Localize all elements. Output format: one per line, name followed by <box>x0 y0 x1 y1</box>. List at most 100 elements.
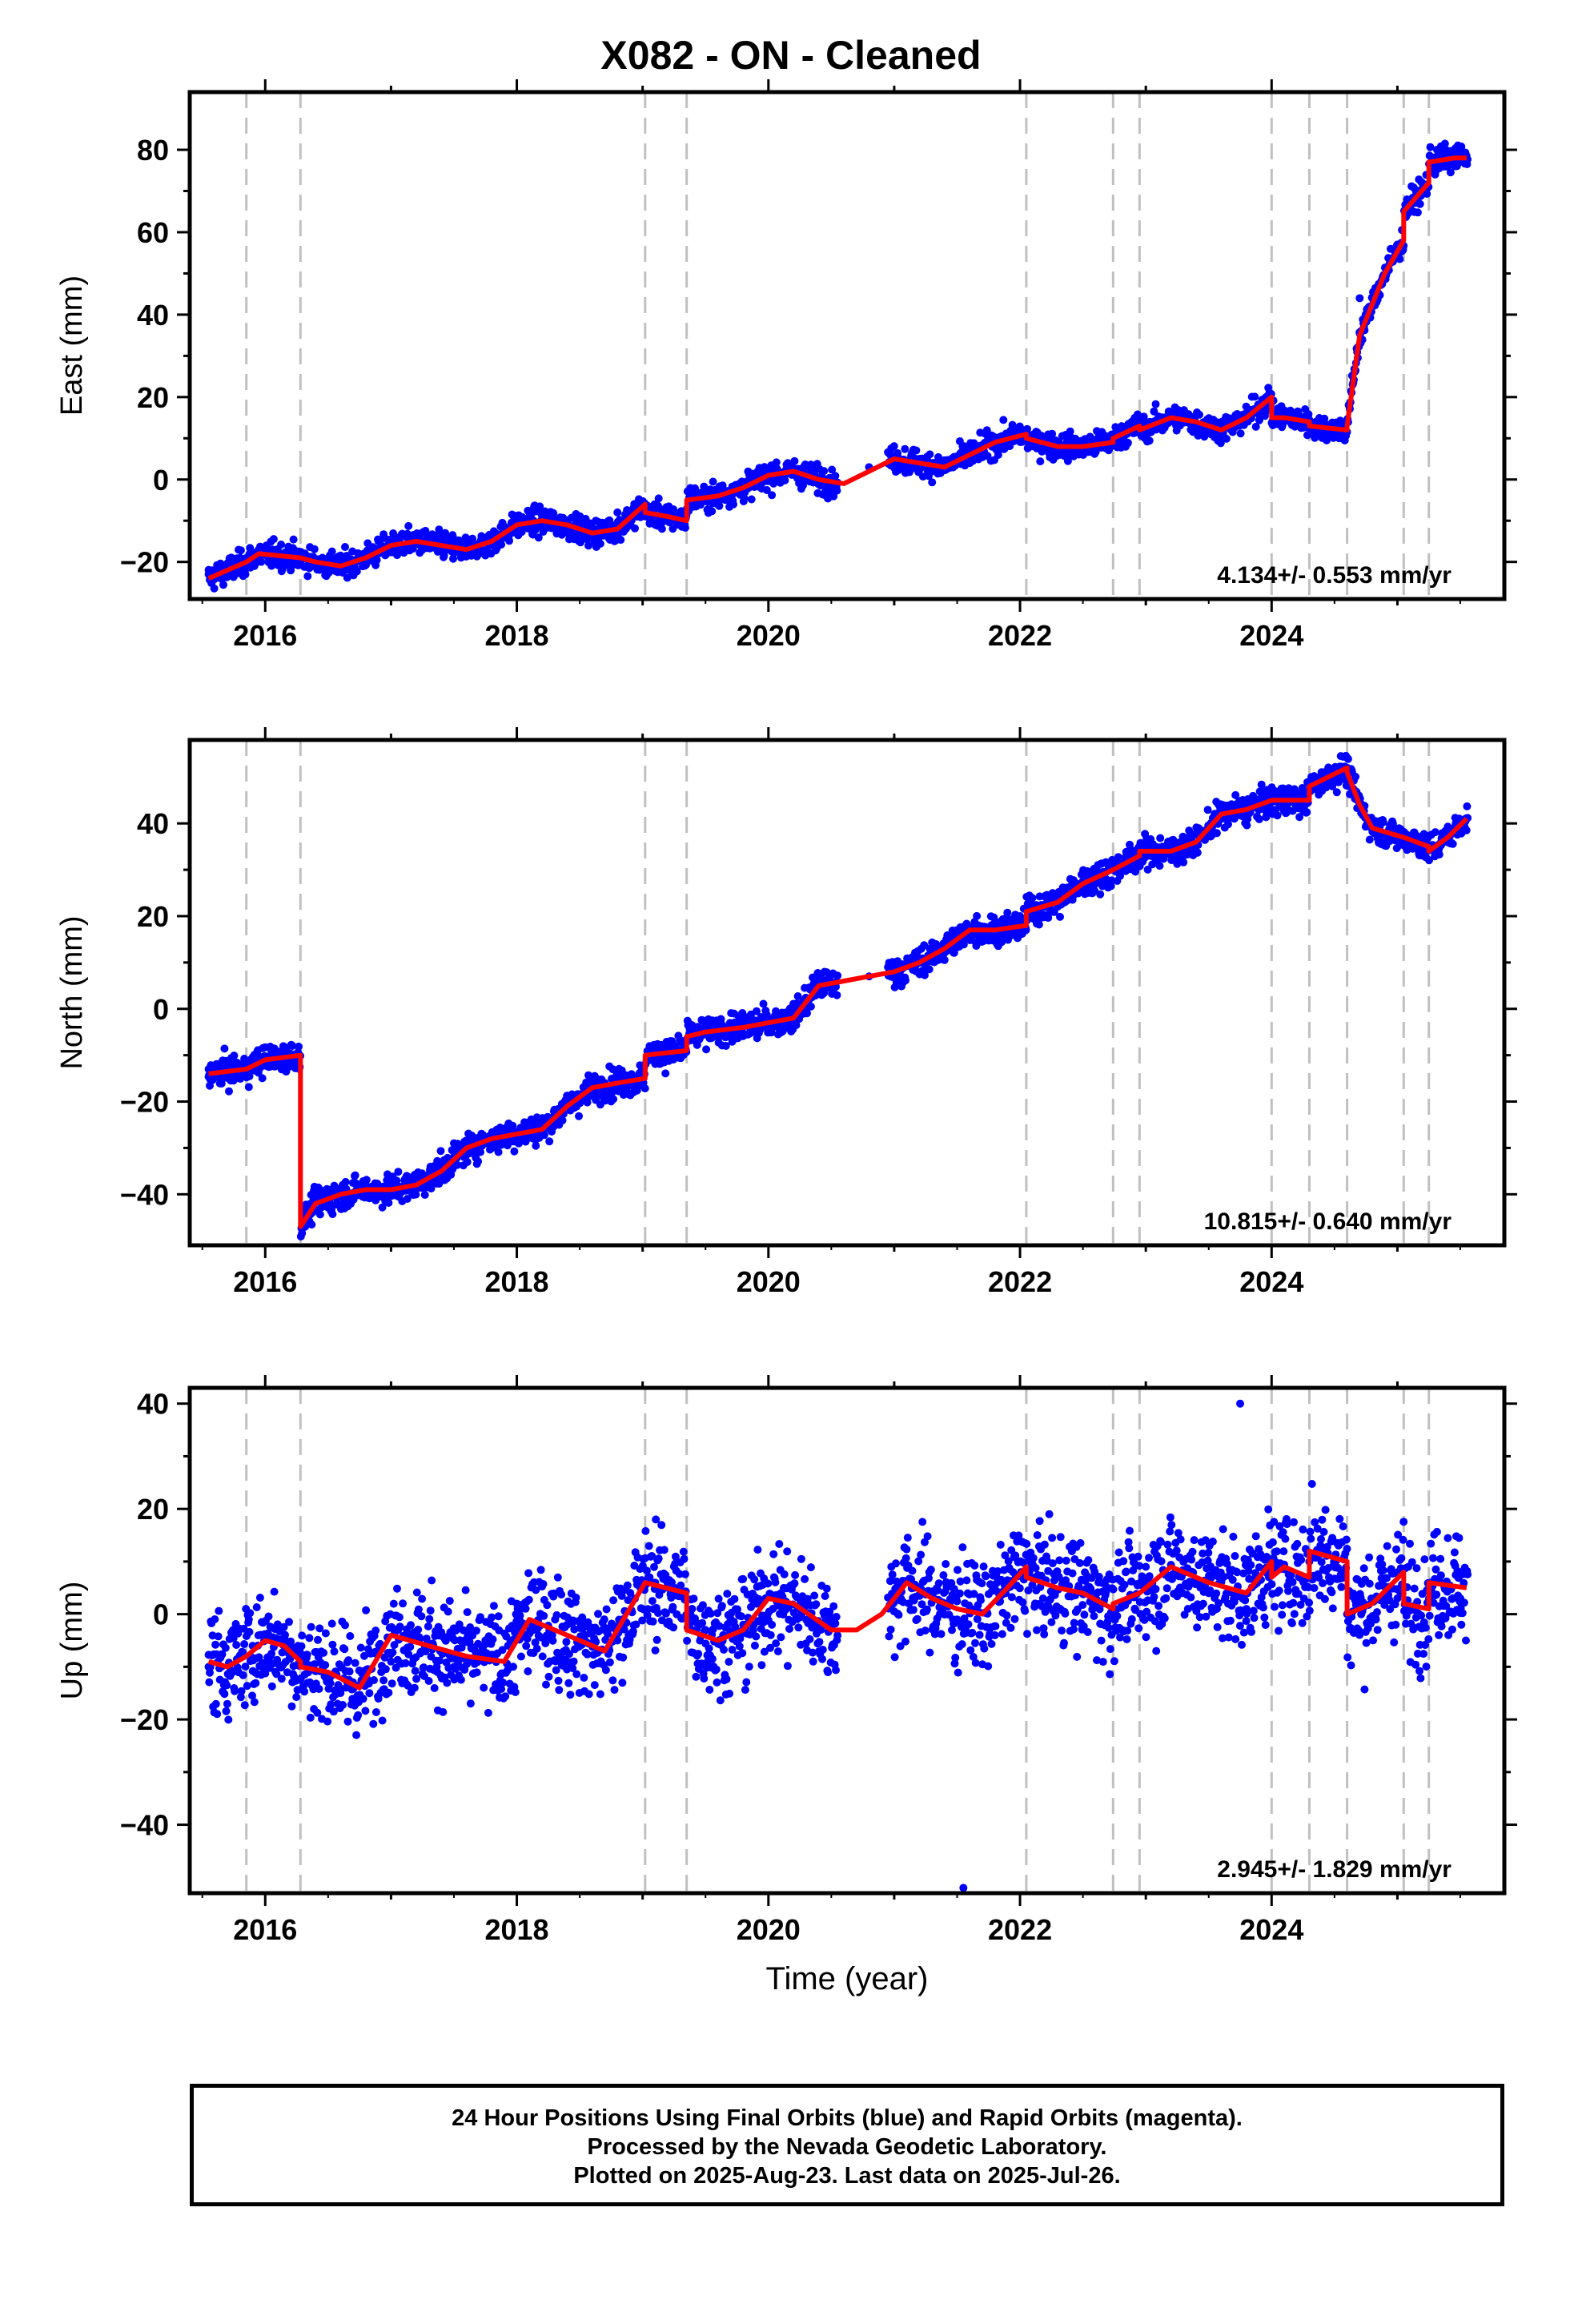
east-data-point <box>631 524 639 533</box>
east-data-point <box>303 572 312 581</box>
north-rate-label: 10.815+/- 0.640 mm/yr <box>1204 1208 1452 1235</box>
up-data-point <box>472 1668 481 1677</box>
east-data-point <box>799 481 807 489</box>
up-data-point <box>223 1681 231 1690</box>
east-data-point <box>928 478 937 487</box>
north-data-point <box>1193 848 1202 857</box>
up-data-point <box>418 1594 427 1603</box>
north-data-point <box>1179 858 1188 866</box>
figure-title: X082 - ON - Cleaned <box>600 33 982 78</box>
north-data-point <box>220 1044 229 1053</box>
east-data-point <box>277 541 286 549</box>
north-data-point <box>753 1007 761 1015</box>
up-data-point <box>456 1675 465 1684</box>
east-data-point <box>536 502 544 511</box>
up-data-point <box>252 1603 261 1611</box>
up-data-point <box>407 1621 415 1630</box>
up-data-point <box>205 1678 214 1687</box>
up-data-point <box>248 1691 256 1700</box>
east-data-point <box>709 477 717 486</box>
up-data-point <box>414 1626 423 1634</box>
east-data-point <box>747 495 756 504</box>
north-data-point <box>1096 890 1105 899</box>
up-data-point <box>417 1612 426 1621</box>
north-data-point <box>1155 862 1164 870</box>
up-data-point <box>341 1621 349 1630</box>
north-data-point <box>1343 754 1352 763</box>
north-data-point <box>1435 850 1443 858</box>
east-data-point <box>772 458 781 467</box>
up-data-point <box>369 1719 378 1728</box>
east-x-tick-label: 2024 <box>1239 619 1303 652</box>
north-data-point <box>420 1191 429 1199</box>
north-data-point <box>609 1095 618 1104</box>
east-data-point <box>999 416 1008 424</box>
east-data-point <box>762 486 771 494</box>
east-data-point <box>1336 430 1345 439</box>
north-data-point <box>208 1076 217 1084</box>
north-x-tick-label: 2020 <box>737 1265 801 1298</box>
north-data-point <box>258 1074 267 1083</box>
east-data-point <box>1426 143 1435 151</box>
up-data-point <box>250 1698 259 1707</box>
east-data-point <box>1423 190 1431 198</box>
east-data-point <box>781 476 789 485</box>
up-data-point <box>330 1647 339 1656</box>
north-data-point <box>833 971 842 980</box>
north-data-point <box>1066 875 1074 883</box>
up-data-point <box>390 1641 399 1650</box>
east-data-point <box>1446 168 1455 177</box>
up-data-point <box>218 1650 227 1659</box>
up-data-point <box>455 1620 464 1629</box>
east-data-point <box>1195 410 1203 419</box>
up-data-point <box>354 1711 363 1719</box>
east-plot-area <box>204 92 1472 599</box>
north-y-axis-label: North (mm) <box>55 915 89 1069</box>
east-data-point <box>1431 170 1439 179</box>
east-data-point <box>327 547 336 556</box>
east-data-point <box>664 504 673 513</box>
north-x-tick-label: 2016 <box>233 1265 297 1298</box>
up-data-point <box>326 1679 335 1687</box>
north-data-point <box>288 1042 297 1050</box>
north-frame <box>187 738 1507 1248</box>
up-data-point <box>245 1627 254 1636</box>
north-data-point <box>235 1060 244 1069</box>
up-data-point <box>227 1668 236 1677</box>
east-data-point <box>257 557 266 566</box>
north-data-point <box>1351 772 1360 781</box>
north-data-point <box>702 1045 711 1054</box>
up-data-point <box>211 1615 219 1623</box>
east-data-point <box>1262 407 1271 416</box>
up-data-point <box>222 1707 231 1715</box>
north-data-point <box>833 991 841 999</box>
east-data-point <box>421 526 430 535</box>
east-data-point <box>790 456 799 465</box>
up-data-point <box>321 1661 330 1670</box>
east-data-point <box>729 500 737 509</box>
east-data-point <box>715 501 724 510</box>
east-data-point <box>372 556 381 565</box>
east-data-point <box>1255 416 1263 424</box>
north-data-point <box>510 1147 519 1156</box>
north-data-point <box>921 971 929 979</box>
east-data-point <box>462 537 471 545</box>
east-data-point <box>236 546 245 555</box>
up-data-point <box>223 1699 231 1708</box>
up-data-point <box>307 1622 315 1631</box>
up-data-point <box>319 1648 328 1657</box>
east-data-point <box>966 459 974 468</box>
up-data-point <box>352 1731 361 1739</box>
up-data-point <box>384 1688 393 1697</box>
up-data-point <box>310 1660 319 1669</box>
north-data-point <box>403 1195 412 1203</box>
east-data-point <box>1151 400 1160 408</box>
up-data-point <box>362 1606 371 1614</box>
east-data-point <box>1251 392 1259 401</box>
east-data-point <box>1036 457 1045 466</box>
east-y-tick-label: 60 <box>137 216 169 249</box>
east-y-axis-label: East (mm) <box>55 275 89 416</box>
east-data-point <box>820 467 829 476</box>
east-data-point <box>596 539 604 548</box>
up-data-point <box>221 1643 230 1652</box>
